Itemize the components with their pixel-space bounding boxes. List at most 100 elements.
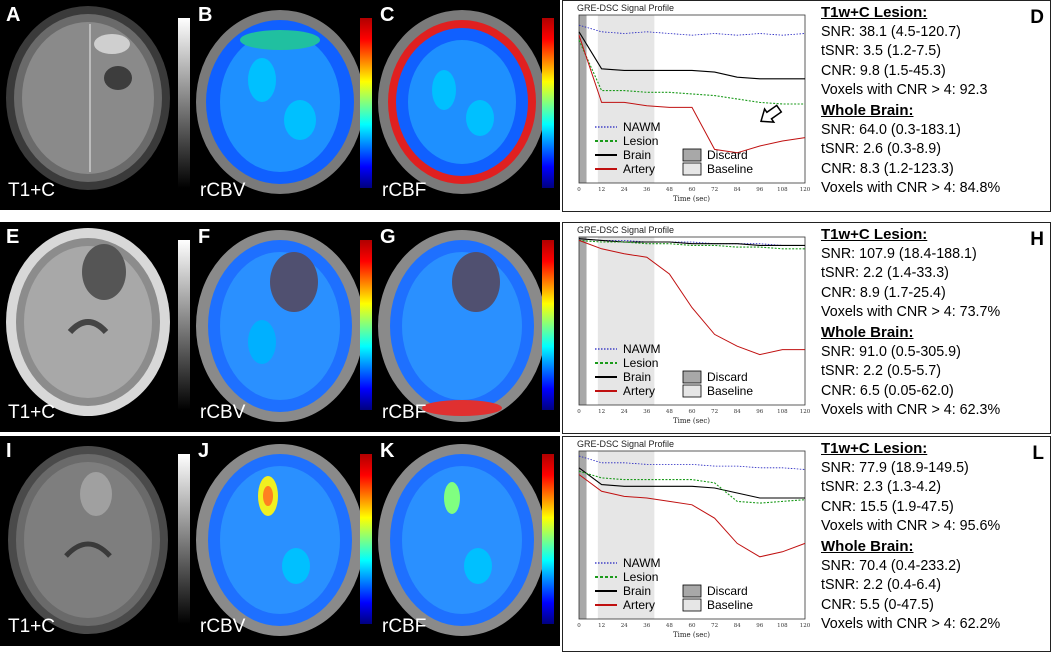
brain-image-k [378,444,546,636]
brain-image-f [196,230,364,422]
stat-line: tSNR: 2.6 (0.3-8.9) [821,141,941,158]
signal-profile-chart: GRE-DSC Signal Profile 0 12 24 36 48 60 72 84 96… [573,439,813,641]
stat-line: SNR: 38.1 (4.5-120.7) [821,23,961,40]
panel-caption: rCBV [200,180,246,201]
legend-swatch-discard [682,370,702,384]
legend-swatch-discard [682,584,702,598]
legend-label-discard: Discard [707,584,748,598]
stat-line: SNR: 70.4 (0.4-233.2) [821,557,961,574]
figure-row-2: E T1+C F rCBV G rCBF GRE-DSC Signal Prof… [0,222,1053,434]
jet-colorbar [542,454,554,624]
x-tick-label: 108 [777,187,788,193]
signal-plot: 0 12 24 36 48 60 72 84 96 108 120 NAWMLesionBrainAr… [577,14,811,193]
x-tick-label: 96 [756,623,763,629]
x-tick-label: 120 [800,409,811,415]
legend-label-lesion: Lesion [623,356,658,370]
x-axis-label: Time (sec) [673,631,711,639]
plot-frame [578,450,806,620]
panel-letter: B [198,4,213,26]
x-tick-label: 48 [666,623,673,629]
legend-label-baseline: Baseline [707,162,753,176]
x-tick-label: 0 [577,623,581,629]
panel-letter: G [380,226,396,248]
info-box-h: GRE-DSC Signal Profile 0 12 24 36 48 60 72 84 96… [562,222,1051,434]
x-tick-label: 24 [621,187,628,193]
x-tick-label: 120 [800,623,811,629]
signal-profile-chart: GRE-DSC Signal Profile 0 12 24 36 48 60 72 84 96… [573,225,813,427]
legend-label-brain: Brain [623,584,651,598]
jet-colorbar [542,18,554,188]
series-line-nawm [578,455,806,470]
stats-block: T1w+C Lesion: SNR: 38.1 (4.5-120.7) tSNR… [821,3,1049,199]
panel-letter: D [1030,7,1044,28]
legend-label-nawm: NAWM [623,556,661,570]
signal-plot: 0 12 24 36 48 60 72 84 96 108 120 NAWMLesionBrainAr… [577,450,811,629]
stat-line: Voxels with CNR > 4: 95.6% [821,518,1001,535]
series-line-brain [578,238,805,246]
chart-title: GRE-DSC Signal Profile [577,439,675,449]
x-tick-label: 84 [734,623,741,629]
chart-title: GRE-DSC Signal Profile [577,3,675,13]
stat-line: CNR: 8.9 (1.7-25.4) [821,284,946,301]
brain-image-i [8,446,168,634]
brain-heading: Whole Brain: [821,101,914,119]
series-line-artery [578,239,805,356]
legend-swatch-baseline [682,598,702,612]
x-tick-label: 36 [643,409,650,415]
rcbf-panel-c: C rCBF [374,0,560,210]
info-box-d: GRE-DSC Signal Profile 0 12 24 36 48 60 72 84 96… [562,0,1051,212]
legend-label-brain: Brain [623,370,651,384]
x-tick-label: 36 [643,623,650,629]
legend-label-nawm: NAWM [623,342,661,356]
stat-line: tSNR: 2.3 (1.3-4.2) [821,479,941,496]
series-line-brain [578,31,805,80]
stat-line: CNR: 8.3 (1.2-123.3) [821,160,954,177]
panel-caption: rCBF [382,402,427,423]
x-tick-label: 48 [666,187,673,193]
x-tick-label: 60 [689,187,696,193]
series-line-artery [578,474,806,558]
panel-letter: E [6,226,20,248]
discard-region [579,15,587,183]
x-tick-label: 72 [711,409,718,415]
panel-caption: rCBF [382,616,427,637]
x-axis-label: Time (sec) [673,195,711,203]
stat-line: SNR: 77.9 (18.9-149.5) [821,459,969,476]
stats-block: T1w+C Lesion: SNR: 77.9 (18.9-149.5) tSN… [821,439,1049,635]
legend-swatch-baseline [682,162,702,176]
legend-swatch-discard [682,148,702,162]
panel-letter: K [380,440,395,462]
series-line-lesion [578,39,805,105]
x-tick-label: 72 [711,187,718,193]
jet-colorbar [360,454,372,624]
x-tick-label: 120 [800,187,811,193]
panel-caption: rCBV [200,616,246,637]
stat-line: Voxels with CNR > 4: 62.2% [821,616,1001,633]
brain-image-b [196,10,364,194]
stat-line: Voxels with CNR > 4: 73.7% [821,304,1001,321]
x-tick-label: 12 [598,187,605,193]
legend-label-baseline: Baseline [707,384,753,398]
x-tick-label: 108 [777,409,788,415]
x-tick-label: 12 [598,623,605,629]
legend-label-lesion: Lesion [623,570,658,584]
gray-colorbar [178,454,190,624]
stat-line: SNR: 91.0 (0.5-305.9) [821,343,961,360]
figure-row-1: A T1+C B rCBV C rCBF GRE-DSC [0,0,1053,212]
stat-line: tSNR: 2.2 (1.4-33.3) [821,265,949,282]
legend-swatch-baseline [682,384,702,398]
x-tick-label: 84 [734,409,741,415]
stat-line: tSNR: 3.5 (1.2-7.5) [821,43,941,60]
x-tick-label: 12 [598,409,605,415]
stat-line: Voxels with CNR > 4: 84.8% [821,180,1001,197]
series-line-artery [578,35,806,154]
series-line-brain [578,467,805,499]
plot-frame [578,14,806,184]
x-tick-label: 60 [689,409,696,415]
stat-line: Voxels with CNR > 4: 62.3% [821,402,1001,419]
arrow-icon [760,104,783,123]
jet-colorbar [360,240,372,410]
legend-label-discard: Discard [707,148,748,162]
stat-line: SNR: 64.0 (0.3-183.1) [821,121,961,138]
info-box-l: GRE-DSC Signal Profile 0 12 24 36 48 60 72 84 96… [562,436,1051,652]
